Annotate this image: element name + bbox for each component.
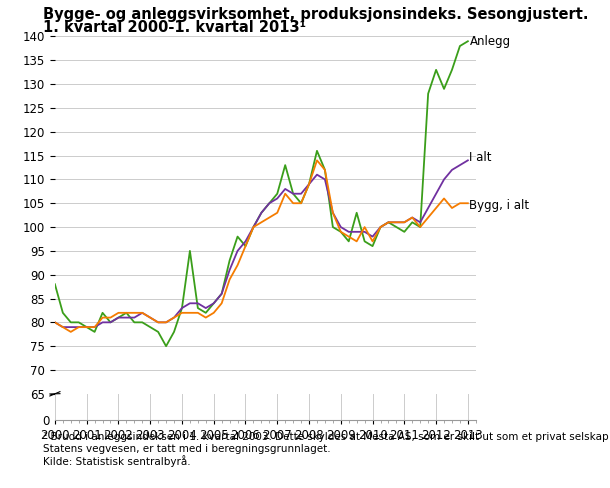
Text: I alt: I alt	[470, 151, 492, 164]
Text: ¹ Brudd i anleggsindeksen i 1. kvartal 2003. Dette skyldes at Mesta AS, som er s: ¹ Brudd i anleggsindeksen i 1. kvartal 2…	[43, 432, 610, 442]
Text: Kilde: Statistisk sentralbyrå.: Kilde: Statistisk sentralbyrå.	[43, 455, 190, 467]
Text: Anlegg: Anlegg	[470, 35, 511, 48]
Text: Bygg, i alt: Bygg, i alt	[470, 199, 529, 212]
Text: Bygge- og anleggsvirksomhet, produksjonsindeks. Sesongjustert.: Bygge- og anleggsvirksomhet, produksjons…	[43, 7, 588, 22]
Text: Statens vegvesen, er tatt med i beregningsgrunnlaget.: Statens vegvesen, er tatt med i beregnin…	[43, 444, 331, 453]
Text: 1. kvartal 2000-1. kvartal 2013¹: 1. kvartal 2000-1. kvartal 2013¹	[43, 20, 306, 36]
